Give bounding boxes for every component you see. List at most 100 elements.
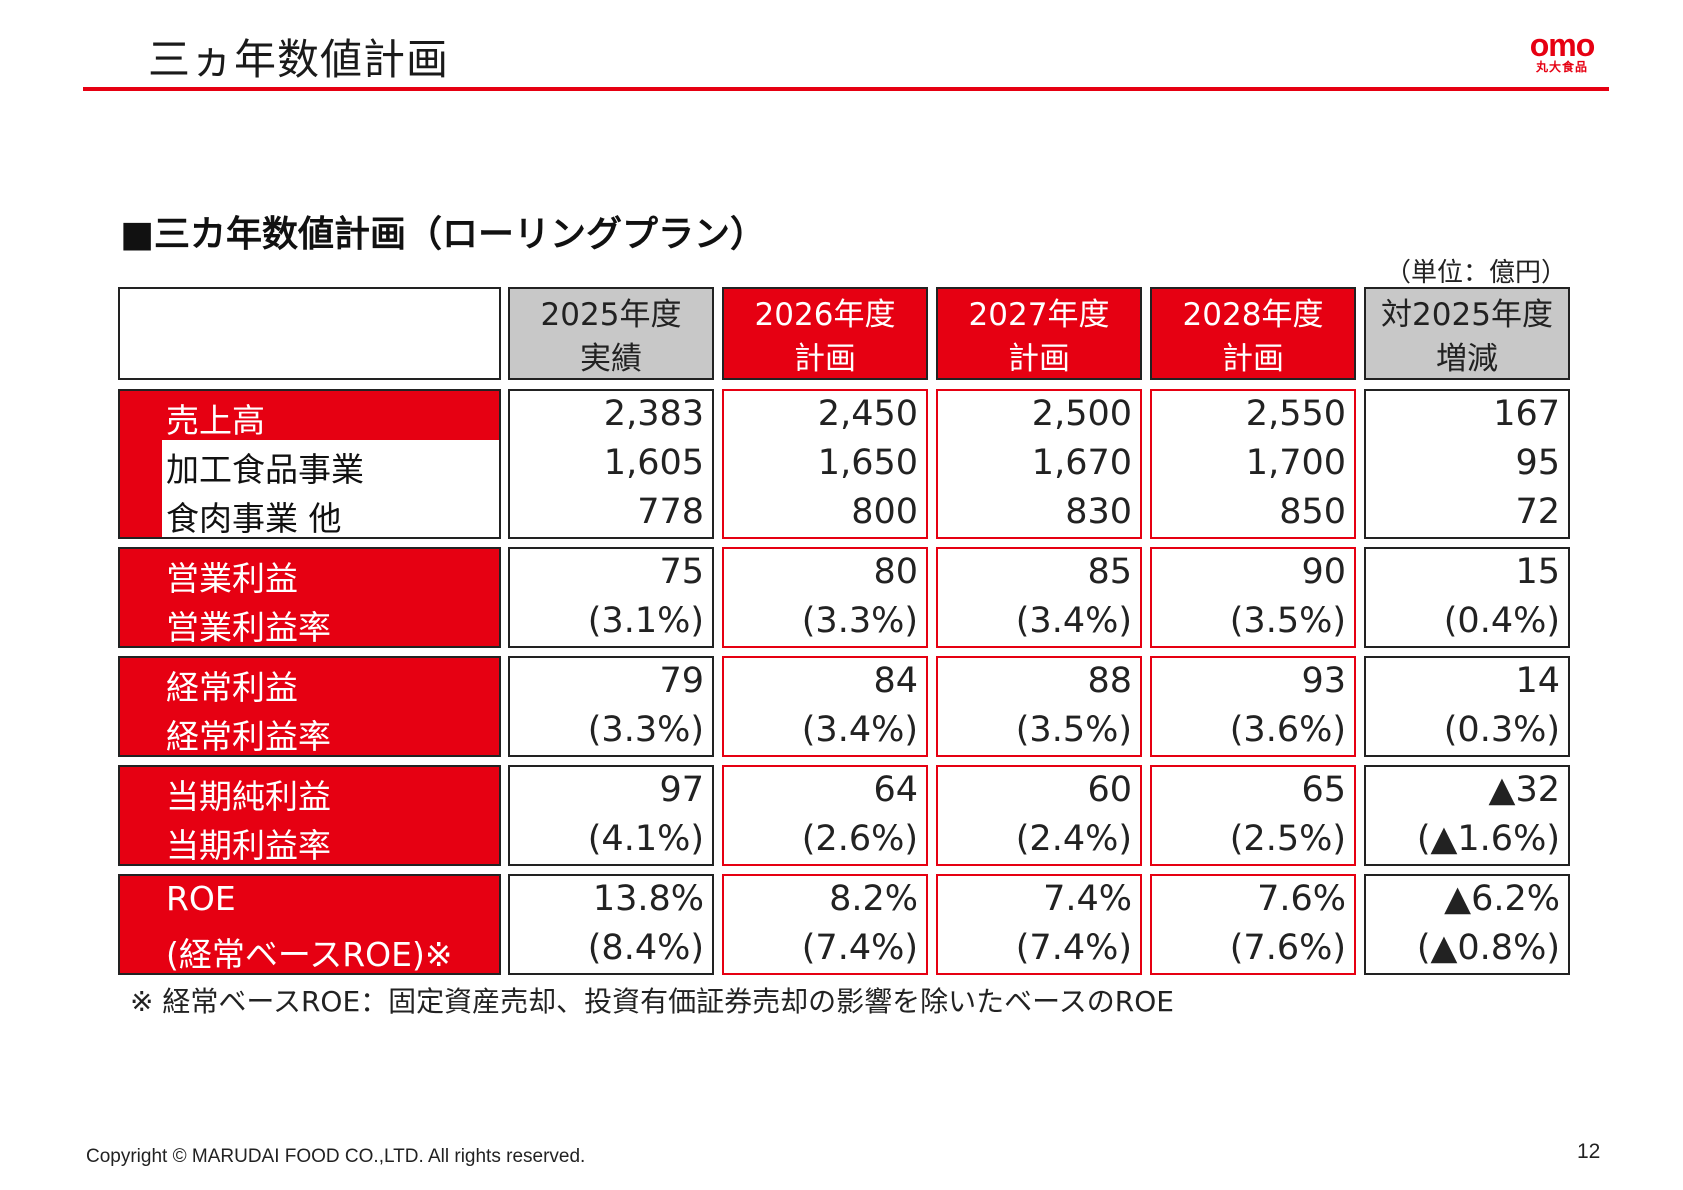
value: (2.4%)	[1015, 819, 1132, 859]
value: ▲6.2%	[1444, 879, 1560, 919]
value: (2.5%)	[1229, 819, 1346, 859]
value-cell-net-2026: 64 (2.6%)	[722, 765, 928, 866]
value: 2,550	[1245, 394, 1346, 434]
value: 93	[1301, 661, 1346, 701]
value-cell-sales-2025: 2,383 1,605 778	[508, 389, 714, 539]
column-header-kind: 計画	[1008, 341, 1070, 377]
row-label: 加工食品事業	[166, 450, 364, 489]
value: (7.4%)	[1015, 928, 1132, 968]
value: ▲32	[1488, 770, 1560, 810]
value: 90	[1301, 552, 1346, 592]
row-label: 当期利益率	[166, 826, 331, 865]
value: 97	[659, 770, 704, 810]
value: 60	[1087, 770, 1132, 810]
value: 88	[1087, 661, 1132, 701]
value: (▲1.6%)	[1416, 819, 1560, 859]
value: (8.4%)	[587, 928, 704, 968]
company-logo: omo 丸大食品	[1522, 27, 1602, 82]
value: 13.8%	[592, 879, 704, 919]
value-cell-net-2028: 65 (2.5%)	[1150, 765, 1356, 866]
value-cell-ordinary-2025: 79 (3.3%)	[508, 656, 714, 757]
value: 167	[1493, 394, 1560, 434]
value-cell-operating-change: 15 (0.4%)	[1364, 547, 1570, 648]
label-subsection-bg	[162, 440, 499, 537]
value: 1,650	[817, 443, 918, 483]
logo-company-name: 丸大食品	[1535, 60, 1588, 74]
column-header-change-vs-2025: 対2025年度 増減	[1364, 287, 1570, 380]
value: 1,670	[1031, 443, 1132, 483]
value-cell-roe-change: ▲6.2% (▲0.8%)	[1364, 874, 1570, 975]
value-cell-operating-2027: 85 (3.4%)	[936, 547, 1142, 648]
value: (▲0.8%)	[1416, 928, 1560, 968]
value: 2,383	[603, 394, 704, 434]
value-cell-sales-2028: 2,550 1,700 850	[1150, 389, 1356, 539]
row-label: 営業利益	[166, 559, 298, 598]
value: (3.5%)	[1229, 601, 1346, 641]
value-cell-roe-2028: 7.6% (7.6%)	[1150, 874, 1356, 975]
value: (4.1%)	[587, 819, 704, 859]
value-cell-operating-2025: 75 (3.1%)	[508, 547, 714, 648]
value: 800	[851, 492, 918, 532]
value: 830	[1065, 492, 1132, 532]
value: (3.4%)	[1015, 601, 1132, 641]
section-heading: ■三カ年数値計画（ローリングプラン）	[120, 214, 767, 255]
value-cell-net-2025: 97 (4.1%)	[508, 765, 714, 866]
value-cell-roe-2026: 8.2% (7.4%)	[722, 874, 928, 975]
value: 15	[1515, 552, 1560, 592]
value: 8.2%	[829, 879, 918, 919]
value: 79	[659, 661, 704, 701]
page-number: 12	[1577, 1140, 1601, 1163]
column-header-year: 2028年度	[1182, 297, 1324, 333]
column-header-year: 対2025年度	[1381, 297, 1553, 333]
value-cell-ordinary-change: 14 (0.3%)	[1364, 656, 1570, 757]
title-divider	[83, 87, 1609, 91]
value: (3.4%)	[801, 710, 918, 750]
value: 14	[1515, 661, 1560, 701]
footnote: ※ 経常ベースROE：固定資産売却、投資有価証券売却の影響を除いたベースのROE	[130, 985, 1174, 1018]
value: (3.3%)	[801, 601, 918, 641]
row-label: 経常利益	[166, 668, 298, 707]
value-cell-operating-2026: 80 (3.3%)	[722, 547, 928, 648]
logo-mark: omo	[1529, 27, 1596, 63]
value: 64	[873, 770, 918, 810]
value: (3.3%)	[587, 710, 704, 750]
value: (3.5%)	[1015, 710, 1132, 750]
row-label: 売上高	[166, 401, 265, 440]
value: 7.6%	[1257, 879, 1346, 919]
column-header-year: 2027年度	[968, 297, 1110, 333]
row-label: ROE	[166, 879, 236, 918]
row-label-sales-group: 売上高 加工食品事業 食肉事業 他	[118, 389, 501, 539]
column-header-2028-plan: 2028年度 計画	[1150, 287, 1356, 380]
row-label: 食肉事業 他	[166, 499, 342, 538]
value: 84	[873, 661, 918, 701]
column-header-2025-actual: 2025年度 実績	[508, 287, 714, 380]
row-label-ordinary-profit: 経常利益 経常利益率	[118, 656, 501, 757]
copyright: Copyright © MARUDAI FOOD CO.,LTD. All ri…	[86, 1146, 586, 1167]
value: (7.4%)	[801, 928, 918, 968]
column-header-kind: 実績	[580, 341, 642, 377]
value-cell-operating-2028: 90 (3.5%)	[1150, 547, 1356, 648]
value: 2,500	[1031, 394, 1132, 434]
column-header-kind: 計画	[794, 341, 856, 377]
page-title: 三ヵ年数値計画	[148, 35, 450, 84]
unit-label: （単位：億円）	[1385, 258, 1568, 288]
column-header-2026-plan: 2026年度 計画	[722, 287, 928, 380]
column-header-year: 2026年度	[754, 297, 896, 333]
value: 80	[873, 552, 918, 592]
row-label-net-profit: 当期純利益 当期利益率	[118, 765, 501, 866]
row-label: (経常ベースROE)※	[166, 935, 453, 974]
value: 778	[637, 492, 704, 532]
value-cell-ordinary-2027: 88 (3.5%)	[936, 656, 1142, 757]
value: (0.3%)	[1443, 710, 1560, 750]
value: 95	[1515, 443, 1560, 483]
column-header-2027-plan: 2027年度 計画	[936, 287, 1142, 380]
row-label-operating-profit: 営業利益 営業利益率	[118, 547, 501, 648]
value: 1,605	[603, 443, 704, 483]
table-header-blank	[118, 287, 501, 380]
value: 72	[1515, 492, 1560, 532]
value-cell-net-change: ▲32 (▲1.6%)	[1364, 765, 1570, 866]
value-cell-sales-2026: 2,450 1,650 800	[722, 389, 928, 539]
value-cell-ordinary-2028: 93 (3.6%)	[1150, 656, 1356, 757]
value: (3.6%)	[1229, 710, 1346, 750]
row-label: 経常利益率	[166, 717, 331, 756]
